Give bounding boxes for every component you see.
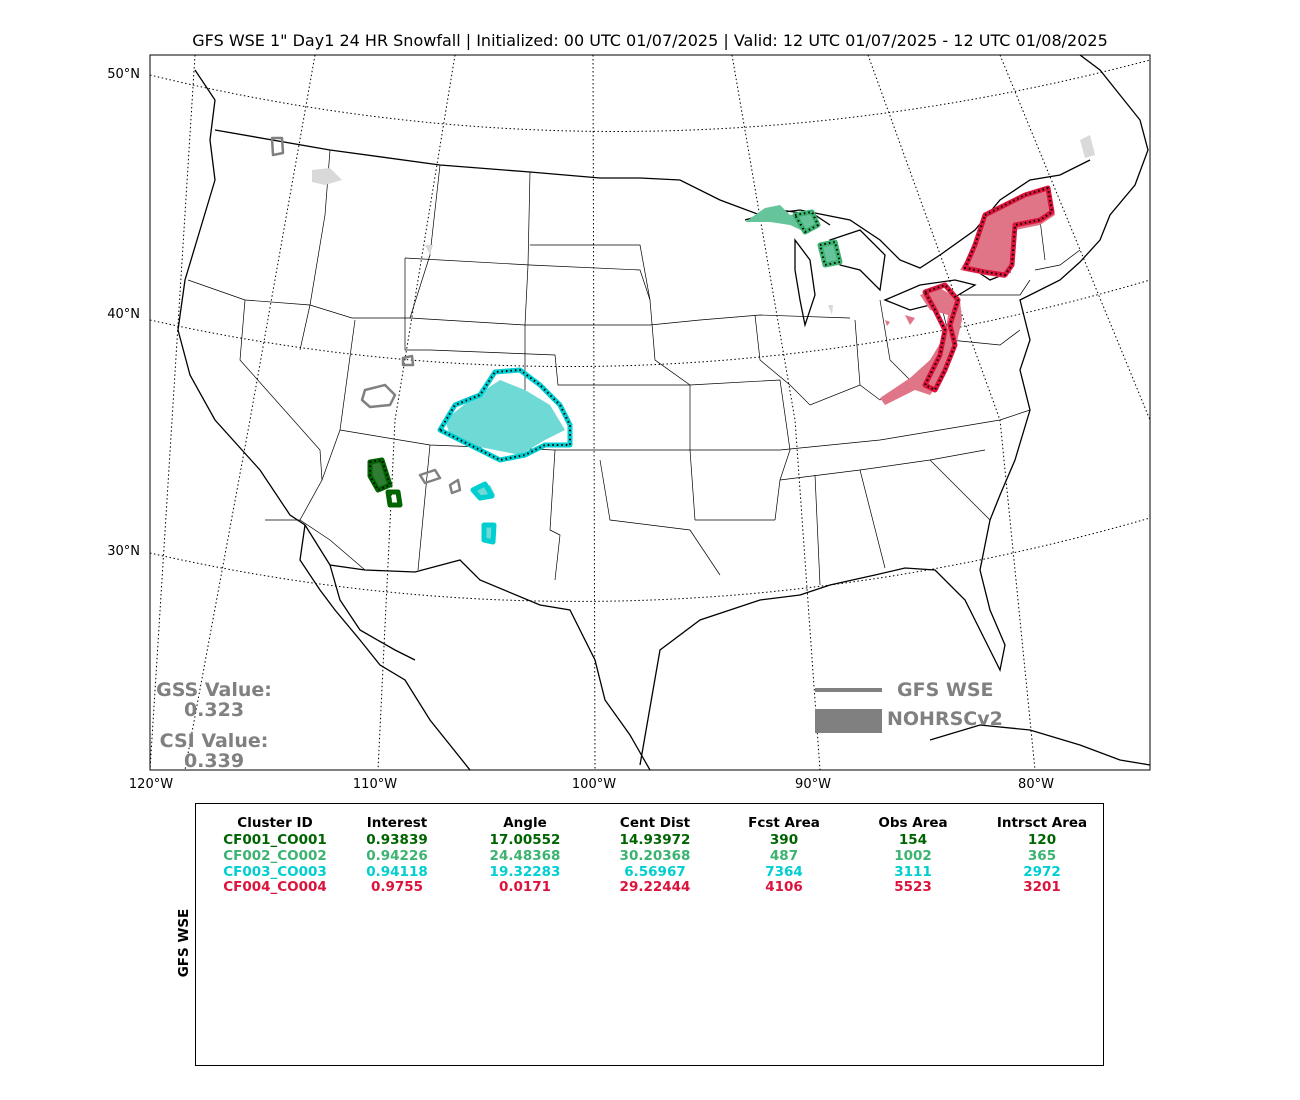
table-cell-cent-dist: 14.93972 xyxy=(619,832,691,848)
table-col-fcst-area: Fcst Area 390 487 7364 4106 xyxy=(719,814,849,896)
meridian-80w xyxy=(867,55,1036,770)
meridian-120w xyxy=(150,55,196,770)
fcst-outline-unmatched xyxy=(270,136,462,495)
gss-label: GSS Value: xyxy=(156,679,272,701)
table-header-fcst-area: Fcst Area xyxy=(748,815,820,831)
table-cell-obs-area: 3111 xyxy=(894,863,932,880)
table-header-angle: Angle xyxy=(503,815,547,831)
legend-fill-label: NOHRSCv2 xyxy=(887,708,1003,730)
table-cell-angle: 0.0171 xyxy=(498,879,552,896)
graticule xyxy=(150,55,1150,770)
table-cell-interest: 0.94226 xyxy=(366,847,428,864)
snowfall-map xyxy=(149,54,1151,771)
table-header-obs-area: Obs Area xyxy=(878,815,948,831)
map-frame xyxy=(149,54,1151,771)
table-header-cluster-id: Cluster ID xyxy=(237,815,313,831)
table-cell-fcst-area: 487 xyxy=(769,847,799,864)
table-header-intrsct-area: Intrsct Area xyxy=(996,815,1088,831)
fcst-outline-cf003 xyxy=(437,367,573,545)
table-cell-interest: 0.9755 xyxy=(370,879,424,896)
table-cell-obs-area: 5523 xyxy=(894,879,932,896)
table-cell-angle: 19.32283 xyxy=(489,863,561,880)
table-cell-cluster-id: CF001_CO001 xyxy=(223,832,327,848)
table-cell-intrsct-area: 3201 xyxy=(1023,879,1061,896)
csi-value: 0.339 xyxy=(183,750,245,772)
legend-fill-swatch xyxy=(815,709,882,733)
table-cell-intrsct-area: 2972 xyxy=(1023,863,1061,880)
gss-value: 0.323 xyxy=(183,699,245,721)
table-cell-obs-area: 1002 xyxy=(894,847,932,864)
table-col-obs-area: Obs Area 154 1002 3111 5523 xyxy=(848,814,978,896)
lon-label-120w: 120°W xyxy=(128,777,174,792)
table-cell-cent-dist: 29.22444 xyxy=(619,879,691,896)
lat-label-50n: 50°N xyxy=(107,67,140,82)
mexico-outline xyxy=(299,524,471,770)
lat-label-40n: 40°N xyxy=(107,307,140,322)
table-cell-intrsct-area: 120 xyxy=(1027,832,1057,848)
legend-line-label: GFS WSE xyxy=(897,679,994,701)
table-side-label: GFS WSE xyxy=(176,908,192,978)
table-col-interest: Interest 0.93839 0.94226 0.94118 0.9755 xyxy=(332,814,462,896)
table-cell-cluster-id: CF002_CO002 xyxy=(223,847,327,864)
fcst-outlines xyxy=(270,136,1055,545)
table-col-intrsct-area: Intrsct Area 120 365 2972 3201 xyxy=(977,814,1107,896)
meridian-110w xyxy=(184,55,316,770)
fcst-dots xyxy=(369,187,1053,491)
table-cell-angle: 17.00552 xyxy=(489,832,561,848)
us-outline xyxy=(177,55,1149,770)
lon-label-90w: 90°W xyxy=(795,777,831,792)
cuba xyxy=(929,724,1150,766)
table-cell-interest: 0.94118 xyxy=(366,863,428,880)
table-cell-interest: 0.93839 xyxy=(366,832,428,848)
meridian-90w xyxy=(731,55,821,770)
table-header-cent-dist: Cent Dist xyxy=(619,815,691,831)
table-cell-cent-dist: 30.20368 xyxy=(619,847,691,864)
lon-label-80w: 80°W xyxy=(1018,777,1054,792)
chart-title: GFS WSE 1" Day1 24 HR Snowfall | Initial… xyxy=(192,31,1108,50)
table-cell-fcst-area: 390 xyxy=(769,832,799,848)
table-cell-cent-dist: 6.56967 xyxy=(624,863,686,880)
table-cell-intrsct-area: 365 xyxy=(1027,847,1057,864)
csi-label: CSI Value: xyxy=(159,730,269,752)
table-col-angle: Angle 17.00552 24.48368 19.32283 0.0171 xyxy=(460,814,590,896)
parallel-50n xyxy=(150,59,1150,132)
obs-fills xyxy=(312,135,1095,540)
meridian-100w-b xyxy=(592,55,596,770)
table-col-cent-dist: Cent Dist 14.93972 30.20368 6.56967 29.22444 xyxy=(590,814,720,896)
cluster-table: Cluster ID CF001_CO001 CF002_CO002 CF003_CO… xyxy=(195,803,1104,1066)
obs-fill-unmatched xyxy=(312,135,1095,315)
canada-border xyxy=(214,129,1091,269)
obs-fill-cf003 xyxy=(445,380,565,540)
coastlines xyxy=(177,55,1150,770)
table-cell-angle: 24.48368 xyxy=(489,847,561,864)
parallel-40n xyxy=(150,279,1150,367)
meridian-70w xyxy=(999,55,1150,421)
table-cell-fcst-area: 7364 xyxy=(765,863,803,880)
table-cell-fcst-area: 4106 xyxy=(765,879,803,896)
table-cell-cluster-id: CF003_CO003 xyxy=(223,863,327,880)
table-cell-obs-area: 154 xyxy=(898,832,928,848)
table-cell-cluster-id: CF004_CO004 xyxy=(223,879,327,896)
table-col-cluster-id: Cluster ID CF001_CO001 CF002_CO002 CF003_CO… xyxy=(210,814,340,896)
lon-label-110w: 110°W xyxy=(352,777,398,792)
table-header-interest: Interest xyxy=(366,815,428,831)
lat-label-30n: 30°N xyxy=(107,544,140,559)
lon-label-100w: 100°W xyxy=(571,777,617,792)
obs-fill-cf002 xyxy=(745,205,840,265)
state-borders xyxy=(187,149,1081,586)
